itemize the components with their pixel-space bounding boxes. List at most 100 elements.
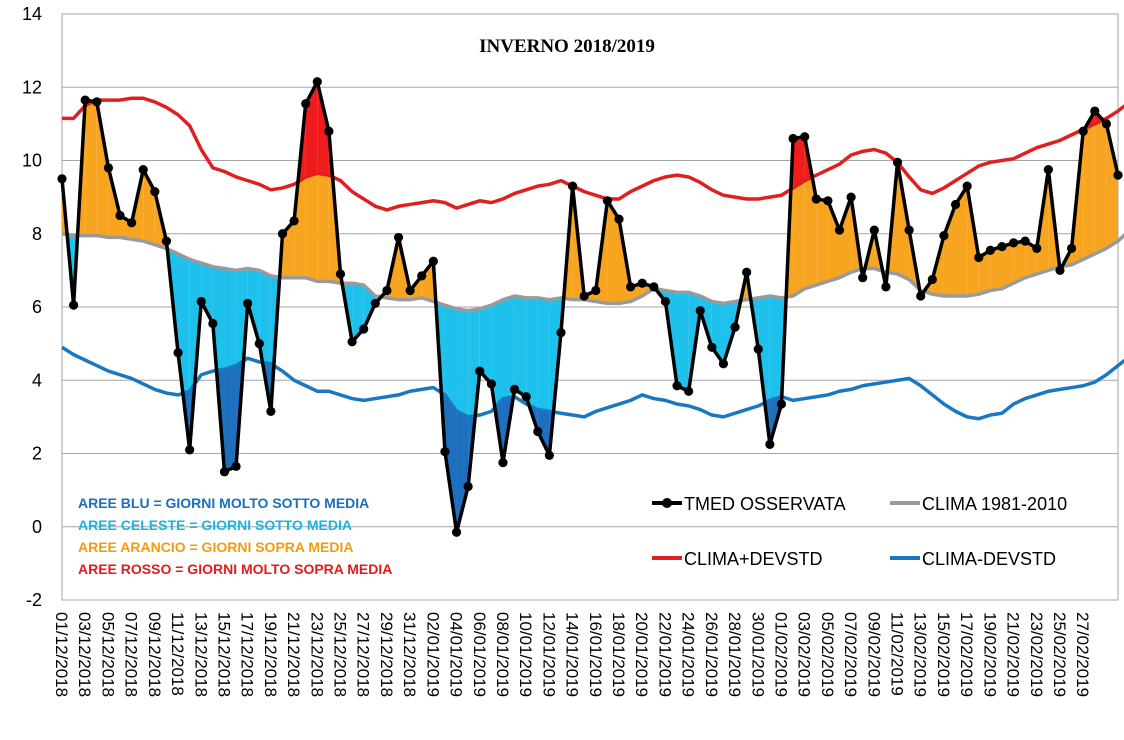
tmed-point	[382, 285, 392, 296]
tmed-point	[80, 95, 90, 105]
area-above	[96, 101, 109, 238]
tmed-point	[811, 194, 821, 204]
tmed-point	[591, 285, 601, 296]
tmed-point	[451, 527, 462, 537]
tmed-point	[556, 328, 566, 338]
legend-label: CLIMA+DEVSTD	[684, 549, 823, 569]
x-tick-label: 17/02/2019	[957, 612, 976, 697]
tmed-point	[765, 439, 775, 449]
tmed-point	[962, 181, 972, 191]
y-tick-label: 4	[32, 370, 42, 390]
tmed-point	[776, 399, 787, 409]
tmed-point	[324, 126, 334, 136]
area-above	[839, 197, 852, 278]
tmed-point	[521, 392, 531, 402]
tmed-point	[950, 199, 961, 210]
tmed-point	[904, 225, 914, 235]
tmed-point	[602, 196, 613, 206]
x-tick-label: 20/01/2019	[632, 612, 651, 697]
x-tick-label: 09/12/2018	[145, 612, 164, 697]
x-tick-label: 23/12/2018	[307, 612, 326, 697]
series-lines	[60, 80, 1124, 534]
tmed-point	[475, 366, 485, 376]
y-tick-label: 14	[22, 4, 42, 24]
x-tick-label: 04/01/2019	[447, 612, 466, 697]
x-tick-label: 25/02/2019	[1050, 612, 1069, 697]
tmed-point	[997, 241, 1007, 252]
area-note: AREE CELESTE = GIORNI SOTTO MEDIA	[78, 517, 352, 533]
area-below	[247, 268, 260, 344]
tmed-point	[138, 165, 148, 175]
tmed-point	[927, 274, 937, 285]
tmed-point	[208, 318, 218, 329]
area-very-above	[317, 81, 329, 176]
x-tick-label: 18/01/2019	[609, 612, 628, 697]
x-tick-label: 28/01/2019	[725, 612, 744, 697]
tmed-point	[753, 344, 763, 354]
x-tick-label: 26/01/2019	[702, 612, 721, 697]
area-below	[479, 305, 492, 384]
tmed-point	[393, 232, 404, 243]
area-above	[1094, 111, 1107, 254]
area-above	[897, 162, 910, 280]
x-tick-label: 05/12/2018	[98, 612, 117, 697]
area-above	[421, 261, 434, 302]
tmed-point	[277, 229, 288, 239]
tmed-point	[486, 379, 496, 389]
area-above	[85, 100, 97, 236]
x-tick-label: 16/01/2019	[586, 612, 605, 697]
tmed-point	[92, 97, 102, 107]
x-tick-label: 21/12/2018	[284, 612, 303, 697]
tmed-point	[1078, 126, 1088, 136]
tmed-point	[243, 298, 253, 308]
tmed-point	[684, 386, 694, 396]
x-tick-label: 05/02/2019	[818, 612, 837, 697]
x-tick-label: 27/02/2019	[1073, 612, 1092, 697]
tmed-point	[498, 458, 508, 468]
x-tick-label: 25/12/2018	[331, 612, 350, 697]
x-tick-label: 11/12/2018	[168, 612, 187, 696]
x-tick-label: 13/12/2018	[191, 612, 210, 697]
tmed-point	[730, 322, 740, 332]
area-above	[943, 204, 956, 297]
area-below	[363, 285, 376, 329]
x-tick-label: 19/12/2018	[261, 612, 280, 697]
y-axis-ticks: -2 0 2 4 6 8 10 12 14	[22, 4, 42, 610]
x-tick-label: 07/12/2018	[122, 612, 141, 697]
tmed-point	[533, 426, 543, 437]
y-tick-label: 12	[22, 77, 42, 97]
x-tick-label: 27/12/2018	[354, 612, 373, 697]
x-axis-ticks: 01/12/2018 03/12/2018 05/12/2018 07/12/2018…	[52, 612, 1092, 697]
y-tick-label: 10	[22, 151, 42, 171]
plot-frame	[61, 13, 1119, 601]
tmed-point	[463, 481, 473, 492]
tmed-point	[1066, 243, 1077, 253]
y-tick-label: 2	[32, 444, 42, 464]
x-tick-label: 03/02/2019	[795, 612, 814, 697]
x-tick-label: 12/01/2019	[539, 612, 558, 697]
tmed-point	[614, 214, 624, 224]
tmed-point	[359, 324, 369, 334]
tmed-point	[846, 192, 856, 202]
x-tick-label: 07/02/2019	[841, 612, 860, 697]
tmed-point	[301, 99, 311, 109]
area-below	[677, 292, 689, 392]
tmed-point	[1043, 165, 1053, 175]
x-tick-label: 15/12/2018	[214, 612, 233, 697]
tmed-point	[161, 236, 172, 246]
area-above	[990, 246, 1002, 291]
area-above	[607, 200, 620, 304]
tmed-point	[660, 296, 671, 307]
legend-label: CLIMA-DEVSTD	[922, 549, 1056, 569]
chart-title: INVERNO 2018/2019	[479, 36, 655, 57]
y-tick-label: 6	[32, 297, 42, 317]
tmed-point	[788, 133, 798, 144]
tmed-point	[405, 285, 415, 296]
x-tick-label: 19/02/2019	[980, 612, 999, 697]
x-tick-label: 15/02/2019	[934, 612, 953, 697]
tmed-point	[1008, 238, 1019, 248]
y-tick-label: 0	[32, 517, 42, 537]
area-above	[1001, 242, 1014, 289]
tmed-point	[347, 337, 357, 347]
tmed-point	[219, 467, 230, 477]
